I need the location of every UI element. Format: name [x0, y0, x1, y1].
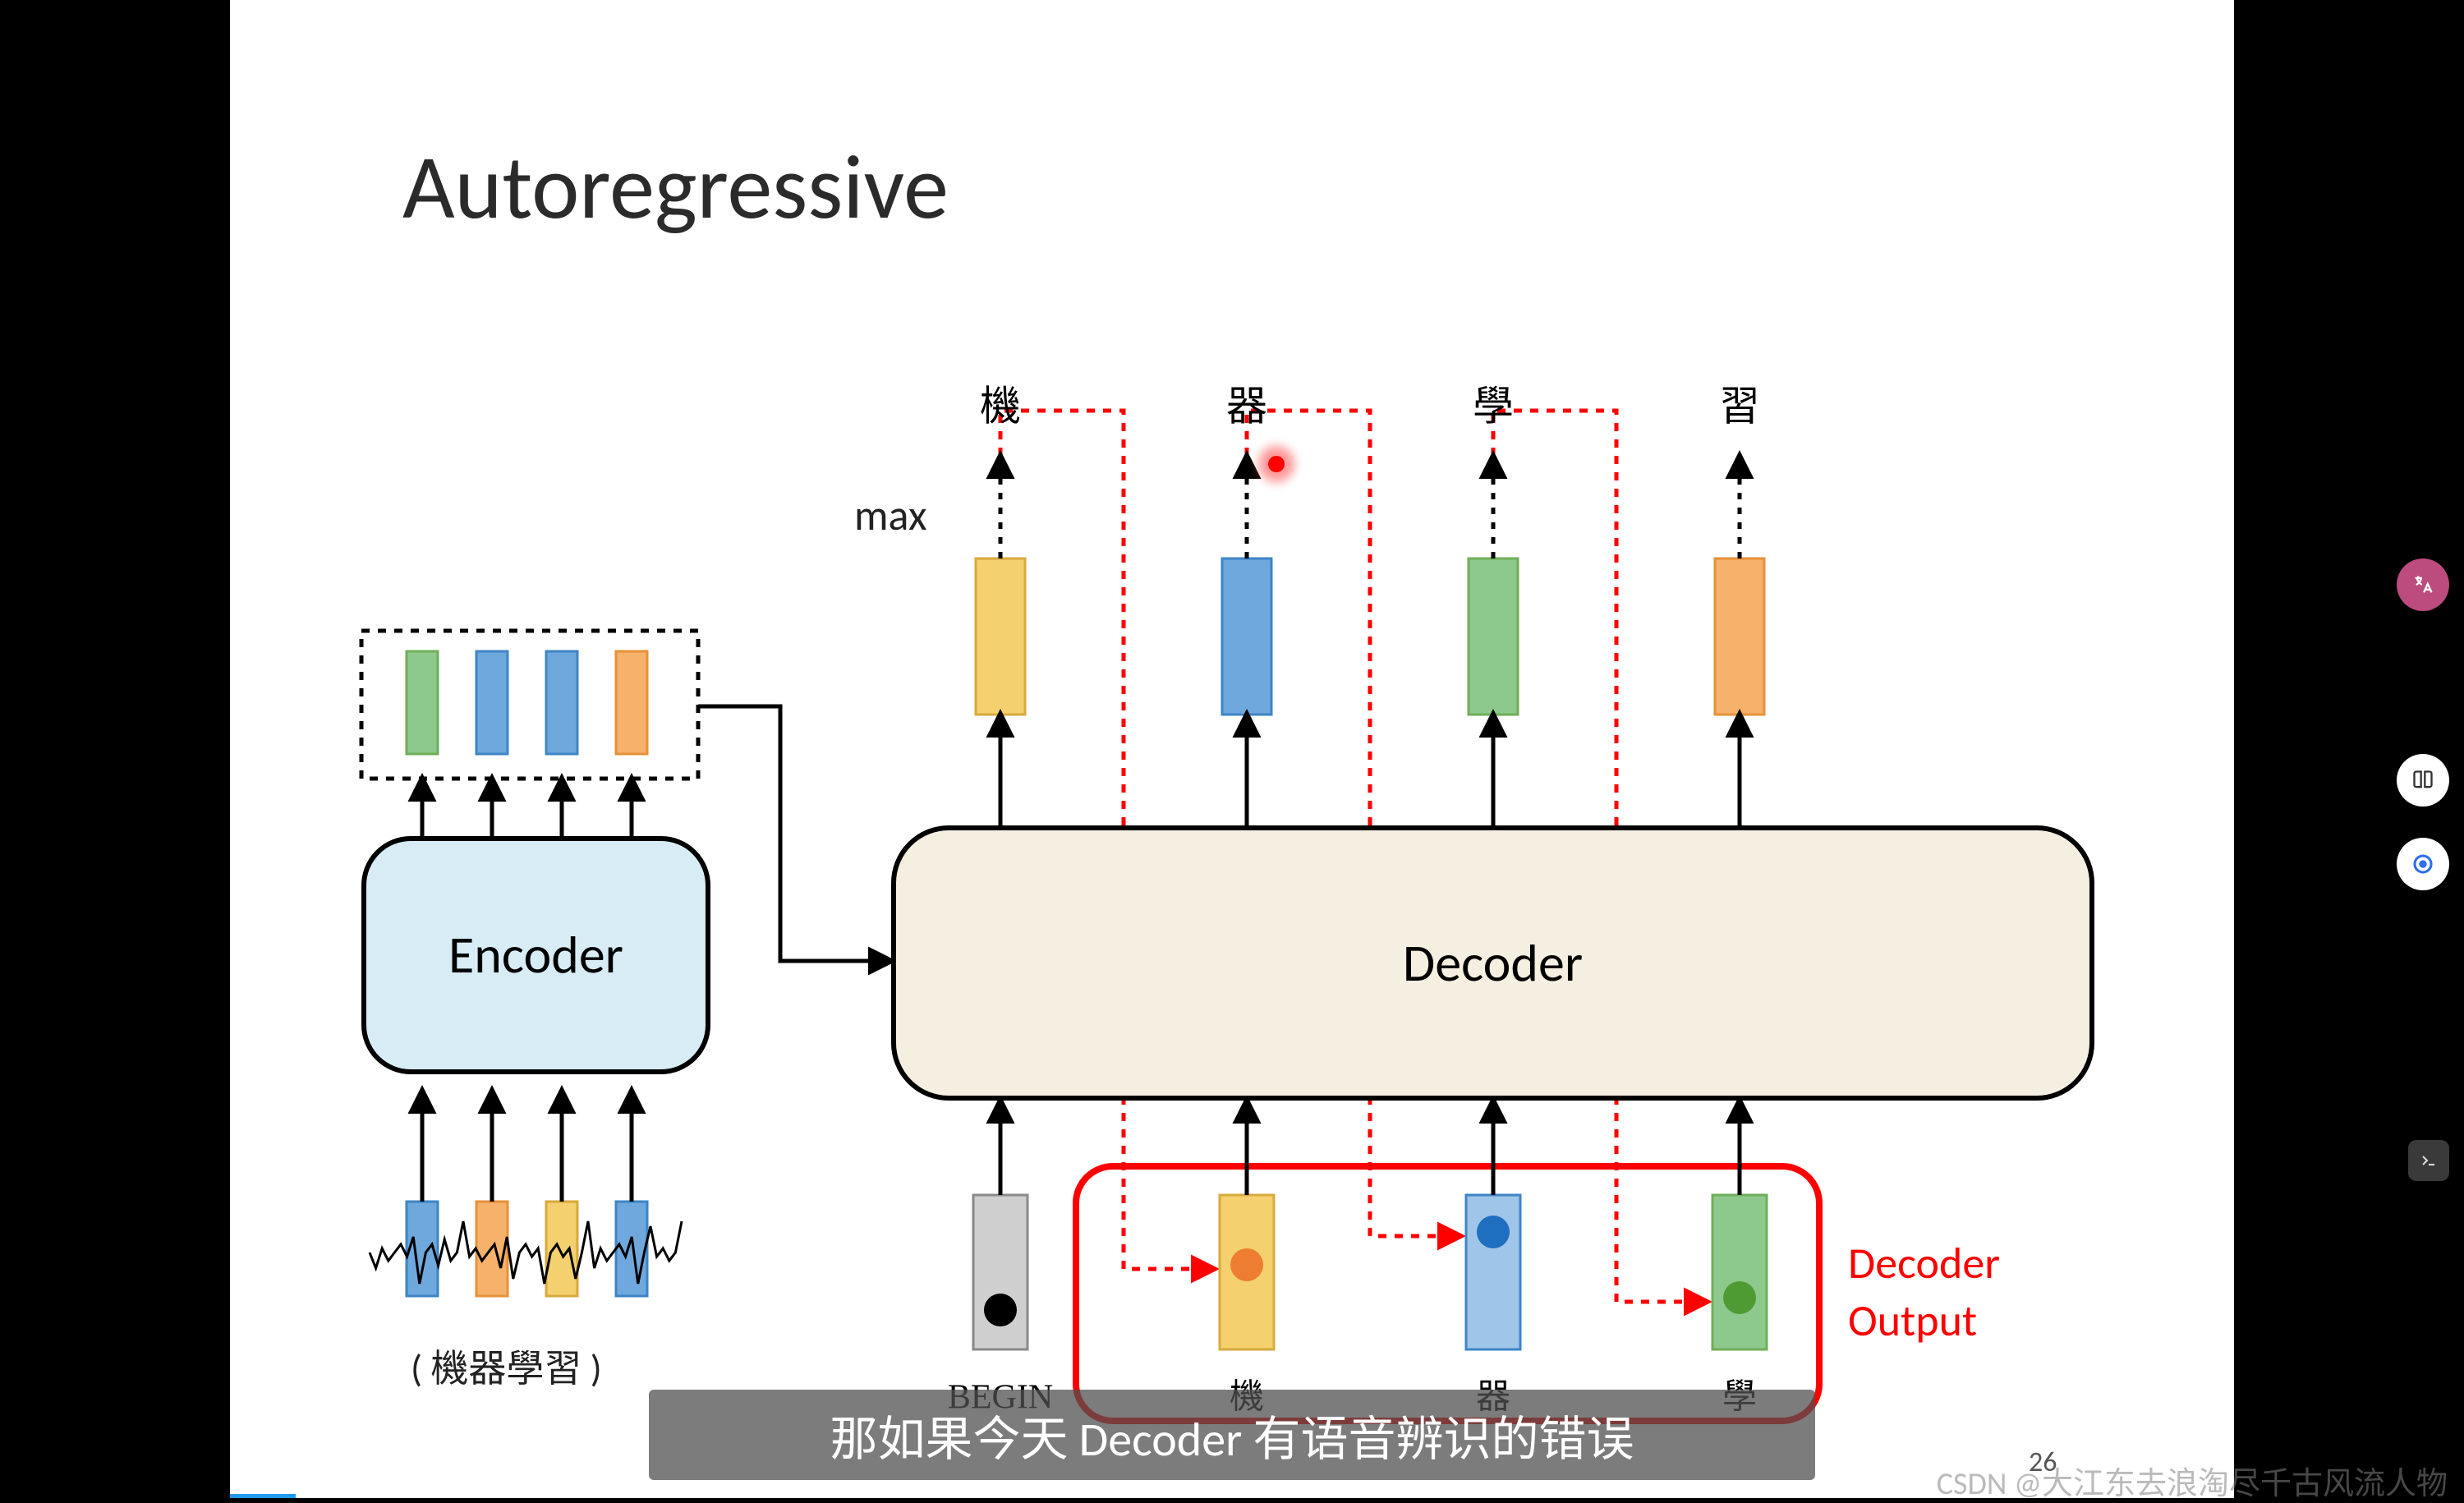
- sidebar-button-book[interactable]: [2397, 754, 2449, 807]
- progress-indicator: [230, 1494, 296, 1498]
- decoder-label: Decoder: [1403, 931, 1583, 995]
- waveform-caption: ( 機器學習 ): [411, 1339, 602, 1393]
- decoder-output-label-1: Decoder: [1848, 1236, 2000, 1290]
- sidebar-button-terminal[interactable]: [2408, 1140, 2449, 1181]
- decoder-box: Decoder: [891, 825, 2094, 1101]
- subtitle-text: 那如果今天 Decoder 有语音辨识的错误: [830, 1400, 1634, 1469]
- translate-icon: [2411, 573, 2434, 596]
- watermark: CSDN @大江东去浪淘尽千古风流人物: [1937, 1458, 2448, 1503]
- decoder-output-label-2: Output: [1848, 1294, 1977, 1348]
- terminal-icon: [2419, 1151, 2439, 1170]
- sidebar-button-translate[interactable]: [2397, 558, 2449, 611]
- sidebar-button-circle-dot[interactable]: [2397, 838, 2449, 890]
- subtitle-caption: 那如果今天 Decoder 有语音辨识的错误: [649, 1390, 1815, 1480]
- circle-dot-icon: [2411, 852, 2435, 876]
- encoder-label: Encoder: [448, 923, 623, 987]
- book-icon: [2411, 769, 2434, 792]
- encoder-box: Encoder: [361, 836, 710, 1074]
- laser-pointer-core: [1268, 456, 1285, 472]
- max-label: max: [854, 489, 927, 541]
- slide-title: Autoregressive: [402, 131, 949, 242]
